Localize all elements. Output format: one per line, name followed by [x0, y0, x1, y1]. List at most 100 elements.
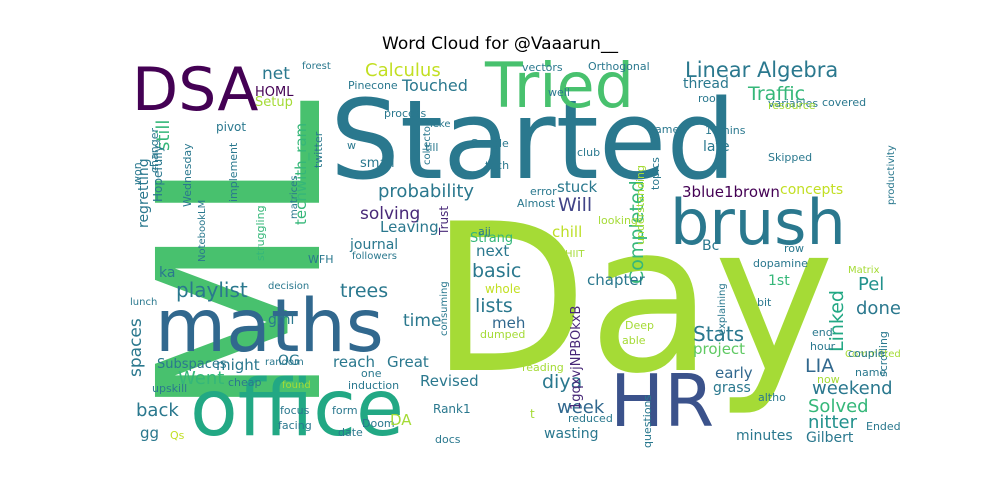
cloud-word: altho — [758, 391, 786, 404]
cloud-word: 10mins — [705, 124, 746, 137]
cloud-word: HOML — [255, 85, 294, 100]
cloud-word: Rank1 — [433, 402, 471, 416]
cloud-word: next — [476, 242, 510, 260]
cloud-word: HIIT — [565, 249, 585, 260]
cloud-word: Subspaces — [157, 357, 227, 372]
cloud-word: Strang — [470, 231, 514, 246]
cloud-word: Great — [387, 353, 429, 371]
cloud-word: weekend — [812, 378, 893, 399]
cloud-word: understanding — [634, 165, 647, 245]
cloud-word: error — [530, 185, 557, 198]
cloud-word: struggling — [254, 205, 267, 261]
cloud-word: w — [347, 139, 356, 152]
cloud-word: decision — [268, 281, 310, 292]
cloud-word: topics — [649, 157, 662, 190]
cloud-word: done — [856, 298, 901, 319]
cloud-word: random — [265, 357, 304, 368]
cloud-word: Committed — [845, 349, 901, 360]
cloud-word: meh — [492, 314, 526, 332]
cloud-word: thread — [683, 76, 729, 92]
cloud-word: DSA — [132, 60, 259, 125]
cloud-word: LIA — [805, 355, 835, 377]
cloud-word: Doom — [362, 417, 395, 430]
cloud-word: Setup — [255, 95, 293, 110]
cloud-word: Stats — [693, 322, 745, 346]
cloud-word: pivot — [216, 120, 247, 134]
cloud-word: net — [262, 64, 290, 84]
cloud-word: playlist — [176, 278, 248, 302]
cloud-word: ajj — [478, 225, 491, 238]
cloud-word: back — [136, 400, 179, 421]
cloud-word: gg — [140, 424, 160, 442]
cloud-word: Qs — [170, 429, 185, 442]
cloud-word: date — [338, 426, 363, 439]
cloud-word: implement — [227, 142, 240, 202]
cloud-word: form — [332, 404, 358, 417]
cloud-word: OG — [278, 353, 300, 369]
cloud-word: process — [384, 107, 427, 120]
cloud-word: 3blue1brown — [682, 183, 780, 201]
cloud-word: leke — [430, 119, 451, 130]
cloud-word: DA — [390, 411, 412, 429]
cloud-word: office — [190, 364, 405, 448]
cloud-word: Orthogonal — [588, 60, 650, 73]
cloud-word: Pinecone — [348, 79, 398, 92]
cloud-word: time — [403, 311, 442, 331]
cloud-word: end — [812, 326, 833, 339]
cloud-word: NotebookLM — [197, 199, 208, 262]
cloud-word: trees — [340, 280, 389, 302]
cloud-word: name — [855, 366, 887, 379]
cloud-word: Will — [558, 194, 593, 216]
cloud-word: cheap — [228, 376, 262, 389]
cloud-word: found — [282, 380, 311, 391]
cloud-word: might — [216, 356, 260, 374]
cloud-word: looking — [598, 214, 638, 227]
cloud-word: well — [548, 86, 570, 99]
cloud-word: grass — [713, 380, 751, 396]
cloud-word: consuming — [439, 281, 450, 336]
cloud-word: docs — [435, 433, 461, 446]
cloud-word: dumped — [480, 328, 526, 341]
cloud-word: club — [577, 146, 601, 159]
cloud-word: 1st — [768, 273, 790, 289]
cloud-word: followers — [352, 251, 397, 262]
cloud-word: diya — [542, 371, 583, 393]
cloud-word: Ended — [866, 420, 901, 433]
cloud-word: Leaving — [380, 218, 439, 236]
cloud-word: Tried — [485, 60, 634, 122]
cloud-word: Calculus — [365, 60, 441, 81]
cloud-word: questions — [641, 394, 654, 448]
cloud-word: Google — [470, 137, 509, 150]
cloud-word: Trust — [437, 205, 451, 235]
cloud-word: dopamine — [753, 257, 808, 270]
cloud-word: chill — [552, 223, 583, 241]
cloud-word: Started — [330, 76, 737, 204]
cloud-word: reading — [522, 361, 564, 374]
cloud-word: late — [703, 139, 730, 155]
cloud-word: hour — [810, 340, 836, 353]
cloud-word: twitter — [312, 131, 325, 168]
cloud-word: small — [360, 156, 395, 171]
cloud-word: lists — [475, 295, 513, 317]
cloud-word: maths — [155, 284, 384, 369]
cloud-word: one — [361, 367, 382, 380]
cloud-word: Bc — [702, 238, 720, 254]
cloud-word: WFH — [308, 253, 334, 266]
cloud-word: whole — [485, 282, 521, 296]
cloud-word: basic — [472, 260, 522, 282]
cloud-word: Wednesday — [181, 143, 194, 207]
cloud-word: facing — [278, 419, 312, 432]
cloud-word: Traffic — [748, 83, 806, 105]
cloud-word: now — [817, 373, 840, 386]
cloud-word: room — [698, 92, 727, 105]
cloud-word: project — [693, 340, 746, 358]
cloud-word: able — [622, 334, 646, 347]
cloud-word: gmi — [268, 312, 295, 328]
cloud-word: Solved — [808, 396, 869, 417]
cloud-word: early — [715, 364, 753, 382]
cloud-word: stuck — [557, 178, 598, 196]
cloud-word: brush — [670, 186, 846, 259]
cloud-word: Touched — [402, 76, 468, 95]
cloud-word: explaining — [717, 283, 728, 335]
cloud-word: Linear Algebra — [685, 60, 839, 82]
